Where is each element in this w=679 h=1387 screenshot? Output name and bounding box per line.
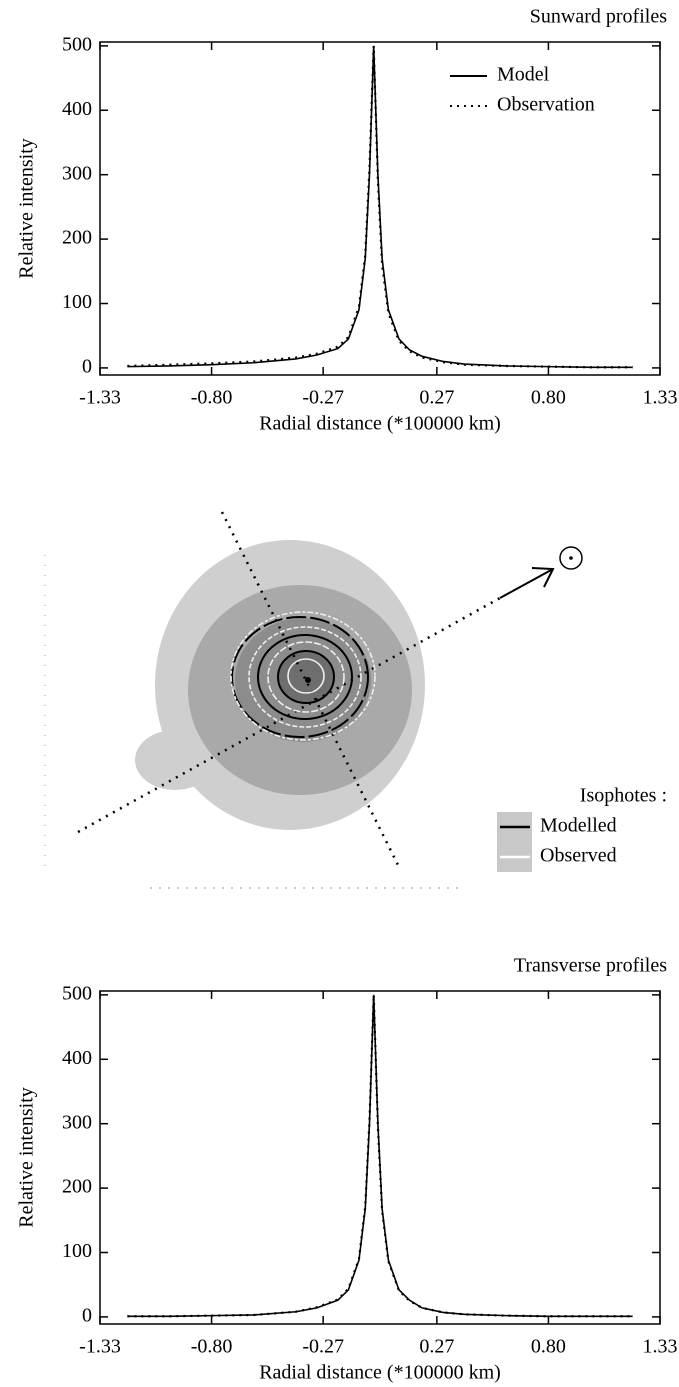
x-tick-label: -0.27	[302, 387, 344, 409]
y-axis-label: Relative intensity	[16, 1087, 38, 1228]
y-tick-label: 200	[62, 227, 92, 249]
y-tick-label: 0	[82, 356, 92, 378]
y-tick-label: 300	[62, 1111, 92, 1133]
x-tick-label: -1.33	[79, 1336, 121, 1358]
x-tick-label: 0.27	[419, 387, 454, 409]
x-tick-label: -0.27	[302, 1336, 344, 1358]
nucleus	[305, 677, 311, 683]
y-tick-label: 500	[62, 33, 92, 55]
y-tick-label: 400	[62, 98, 92, 120]
y-tick-label: 100	[62, 291, 92, 313]
y-tick-label: 0	[82, 1305, 92, 1327]
y-tick-label: 400	[62, 1047, 92, 1069]
x-tick-label: -1.33	[79, 387, 121, 409]
x-tick-label: 0.80	[531, 1336, 566, 1358]
chart-title: Sunward profiles	[530, 6, 667, 28]
legend-title: Isophotes :	[580, 785, 667, 807]
x-axis-label: Radial distance (*100000 km)	[259, 413, 501, 435]
x-tick-label: 0.80	[531, 387, 566, 409]
legend-label: Model	[497, 64, 550, 86]
x-tick-label: 1.33	[643, 387, 678, 409]
x-axis-label: Radial distance (*100000 km)	[259, 1362, 501, 1384]
y-tick-label: 200	[62, 1176, 92, 1198]
series-line	[127, 995, 632, 1316]
y-axis-label: Relative intensity	[16, 138, 38, 279]
x-tick-label: 0.27	[419, 1336, 454, 1358]
legend-label: Observed	[540, 845, 617, 867]
y-tick-label: 300	[62, 162, 92, 184]
x-tick-label: -0.80	[191, 1336, 233, 1358]
chart-title: Transverse profiles	[514, 955, 667, 977]
y-tick-label: 100	[62, 1240, 92, 1262]
y-tick-label: 500	[62, 982, 92, 1004]
sun-symbol	[569, 556, 573, 560]
x-tick-label: 1.33	[643, 1336, 678, 1358]
legend-swatch	[497, 812, 532, 872]
legend-label: Observation	[497, 94, 595, 116]
isophote-image: Isophotes : Modelled Observed	[45, 512, 667, 888]
x-tick-label: -0.80	[191, 387, 233, 409]
figure: Isophotes : Modelled Observed Sunward pr…	[0, 0, 679, 1387]
legend-label: Modelled	[540, 815, 617, 837]
